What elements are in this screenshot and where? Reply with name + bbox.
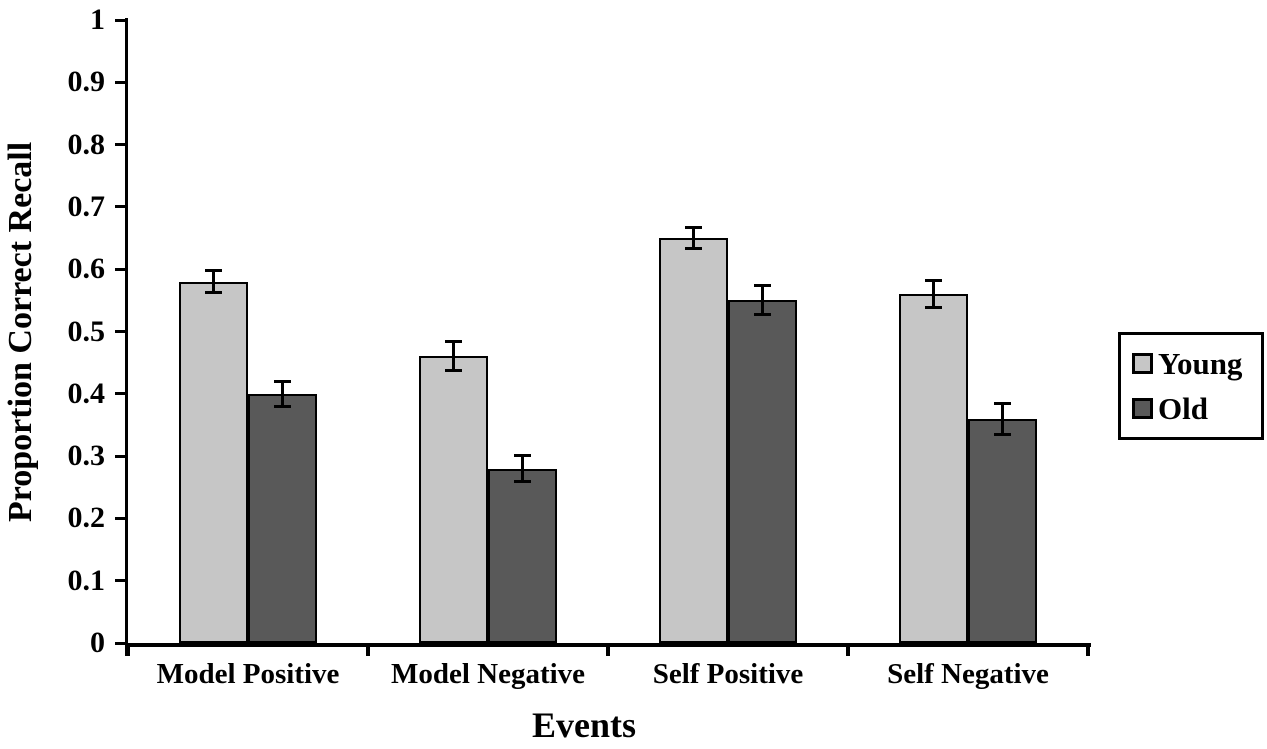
x-category-label-self-positive: Self Positive xyxy=(652,658,804,690)
y-axis-tick-label: 0.3 xyxy=(67,439,106,473)
error-cap-top-young-model-positive xyxy=(205,269,222,273)
error-cap-bottom-young-self-negative xyxy=(925,305,942,309)
y-axis-tick xyxy=(115,80,125,84)
bar-old-self-positive xyxy=(728,300,797,643)
error-cap-bottom-old-self-positive xyxy=(754,313,771,317)
y-axis-tick xyxy=(115,516,125,520)
y-axis-tick-label: 0.8 xyxy=(67,127,106,161)
y-axis-tick xyxy=(115,392,125,396)
y-axis-tick xyxy=(115,641,125,645)
error-cap-top-old-self-positive xyxy=(754,284,771,288)
bar-old-self-negative xyxy=(968,418,1037,643)
y-axis-tick-label: 0.7 xyxy=(67,189,106,223)
bar-old-model-negative xyxy=(488,468,557,643)
y-axis-tick xyxy=(115,579,125,583)
y-axis-tick-label: 1 xyxy=(90,3,105,36)
error-cap-bottom-young-model-positive xyxy=(205,290,222,294)
x-category-label-self-negative: Self Negative xyxy=(887,658,1049,690)
y-axis-tick xyxy=(115,18,125,22)
error-cap-top-old-model-positive xyxy=(274,379,291,383)
y-axis-tick xyxy=(115,205,125,209)
x-axis-tick xyxy=(846,643,850,656)
error-bar-young-model-positive xyxy=(212,270,215,293)
x-axis-tick xyxy=(606,643,610,656)
y-axis-tick xyxy=(115,330,125,333)
error-cap-bottom-old-model-positive xyxy=(274,404,291,408)
bar-young-model-negative xyxy=(419,356,488,643)
bar-old-model-positive xyxy=(248,393,317,643)
y-axis-tick-label: 0.5 xyxy=(67,314,106,348)
y-axis-tick-label: 0.2 xyxy=(67,501,106,535)
error-cap-bottom-old-model-negative xyxy=(514,480,531,484)
x-axis-tick xyxy=(126,643,130,656)
error-bar-old-model-positive xyxy=(281,380,284,407)
y-axis-line xyxy=(125,18,128,656)
x-axis-tick xyxy=(1086,643,1090,656)
legend-item-old: Old xyxy=(1132,393,1261,424)
y-axis-tick-label: 0.1 xyxy=(67,563,106,597)
legend: Young Old xyxy=(1118,332,1264,440)
bar-young-model-positive xyxy=(179,281,248,643)
bar-young-self-negative xyxy=(899,294,968,643)
y-axis-tick-label: 0.6 xyxy=(67,252,106,286)
y-axis-tick-label: 0.9 xyxy=(67,65,106,99)
legend-item-young: Young xyxy=(1132,348,1261,379)
error-bar-young-model-negative xyxy=(452,341,455,372)
x-axis-title: Events xyxy=(531,705,636,745)
error-cap-top-young-self-negative xyxy=(925,279,942,283)
legend-swatch-old xyxy=(1132,397,1153,419)
error-cap-top-young-model-negative xyxy=(445,340,462,344)
plot-area: 0 0.1 0.2 0.3 0.4 0.5 0.6 0.7 0.8 0.9 1 Model Posit… xyxy=(68,3,1091,690)
y-axis-tick-label: 0 xyxy=(90,626,105,659)
x-category-label-model-negative: Model Negative xyxy=(390,658,586,690)
y-axis-tick xyxy=(115,454,125,458)
y-axis-tick-label: 0.4 xyxy=(67,376,106,410)
y-axis-tick xyxy=(115,143,125,147)
x-category-label-model-positive: Model Positive xyxy=(156,658,340,690)
error-cap-bottom-old-self-negative xyxy=(994,432,1011,436)
error-bar-old-self-negative xyxy=(1001,402,1004,435)
error-cap-top-young-self-positive xyxy=(685,225,702,229)
error-cap-bottom-young-model-negative xyxy=(445,369,462,373)
error-bar-old-self-positive xyxy=(761,285,764,316)
legend-label-old: Old xyxy=(1158,390,1208,426)
error-cap-top-old-model-negative xyxy=(514,453,531,457)
error-cap-top-old-self-negative xyxy=(994,401,1011,405)
error-bar-young-self-positive xyxy=(692,226,695,250)
legend-swatch-young xyxy=(1132,353,1153,375)
error-cap-bottom-young-self-positive xyxy=(685,247,702,251)
bar-young-self-positive xyxy=(659,238,728,643)
y-axis-tick xyxy=(115,267,125,271)
x-axis-tick xyxy=(366,643,370,656)
error-bar-old-model-negative xyxy=(521,454,524,483)
legend-label-young: Young xyxy=(1158,346,1243,382)
error-bar-young-self-negative xyxy=(932,280,935,308)
